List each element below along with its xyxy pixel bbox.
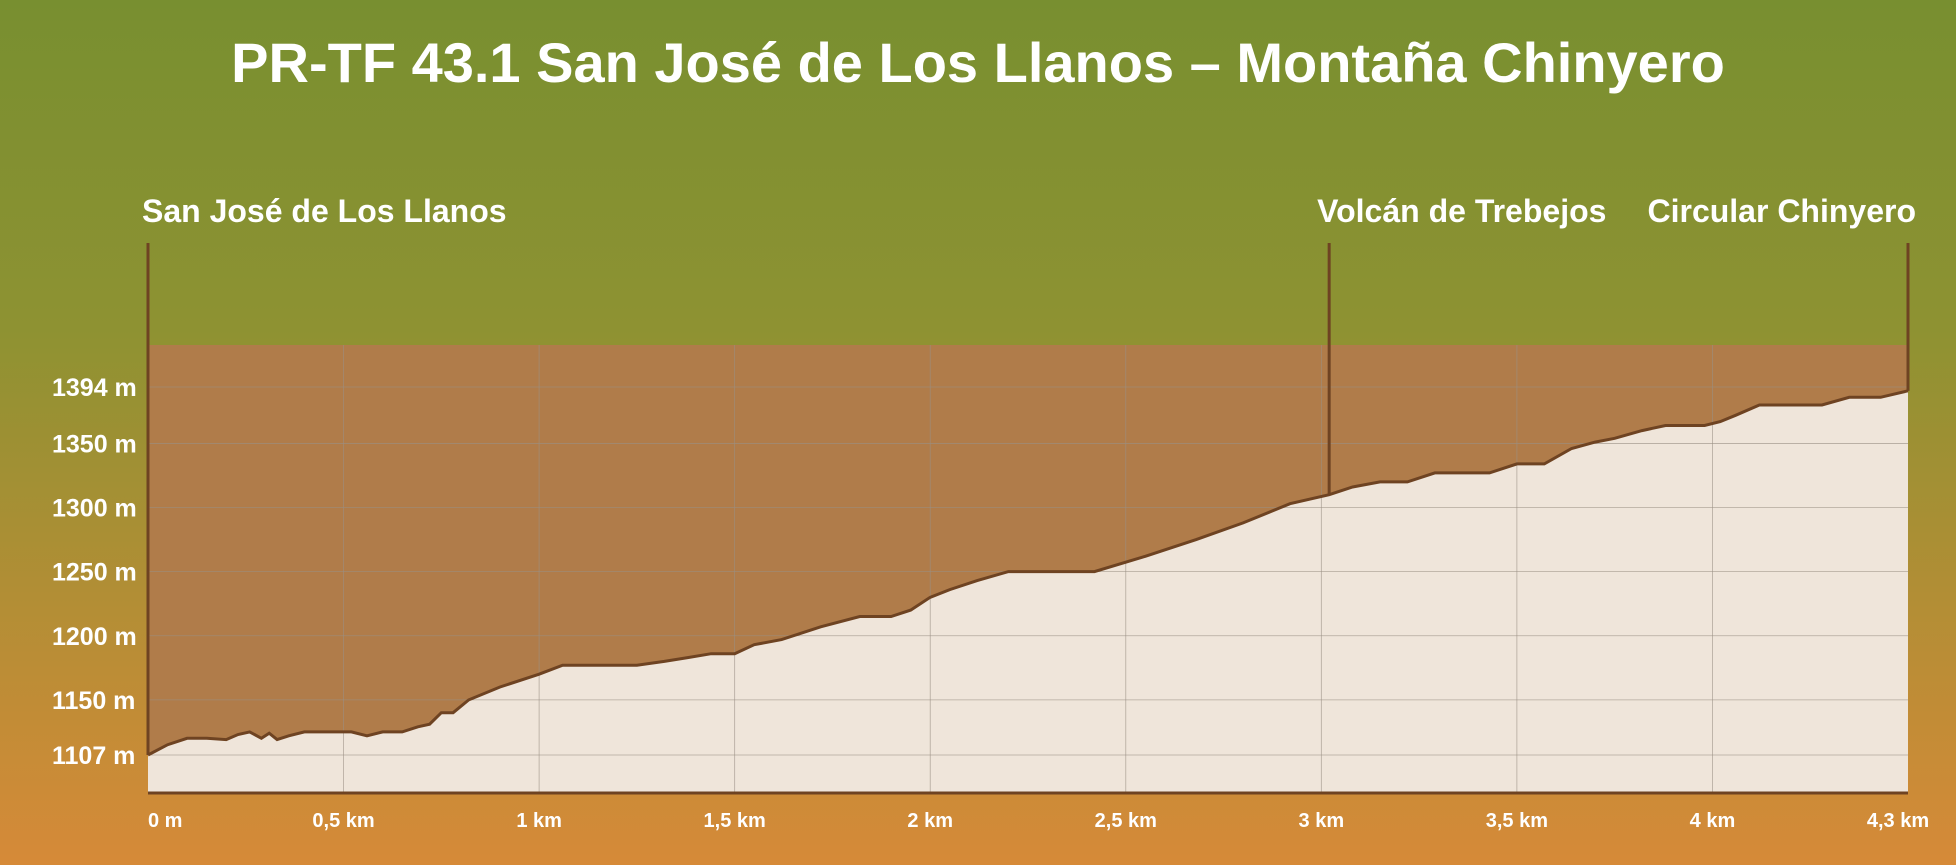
x-tick-label: 0 m <box>148 810 182 832</box>
grid <box>148 345 1908 793</box>
waypoints: San José de Los Llanos Volcán de Trebejos… <box>142 193 1916 755</box>
x-tick-label: 3 km <box>1299 810 1345 832</box>
y-tick-label: 1200 m <box>52 623 137 651</box>
y-tick-label: 1350 m <box>52 430 137 458</box>
x-tick-label: 4 km <box>1690 810 1736 832</box>
x-tick-label: 4,3 km <box>1867 810 1929 832</box>
y-tick-label: 1394 m <box>52 374 137 402</box>
x-tick-label: 1 km <box>516 810 562 832</box>
x-tick-label: 2 km <box>907 810 953 832</box>
elevation-line <box>147 389 1909 757</box>
x-tick-label: 3,5 km <box>1486 810 1548 832</box>
x-tick-label: 1,5 km <box>704 810 766 832</box>
x-axis-ticks: 0 m 0,5 km 1 km 1,5 km 2 km 2,5 km 3 km 3,5 km 4… <box>148 810 1929 832</box>
waypoint-label: San José de Los Llanos <box>142 193 507 229</box>
elevation-area <box>148 390 1908 793</box>
y-tick-label: 1150 m <box>52 687 135 715</box>
x-tick-label: 2,5 km <box>1095 810 1157 832</box>
chart-title: PR-TF 43.1 San José de Los Llanos – Mont… <box>231 31 1725 94</box>
x-tick-label: 0,5 km <box>312 810 374 832</box>
y-tick-label: 1300 m <box>52 495 137 523</box>
y-axis-ticks: 1107 m 1150 m 1200 m 1250 m 1300 m 1350 m 1394… <box>52 374 137 770</box>
y-tick-label: 1250 m <box>52 559 137 587</box>
y-tick-label: 1107 m <box>52 742 135 770</box>
waypoint-label: Volcán de Trebejos <box>1317 193 1606 229</box>
waypoint-label: Circular Chinyero <box>1647 193 1916 229</box>
